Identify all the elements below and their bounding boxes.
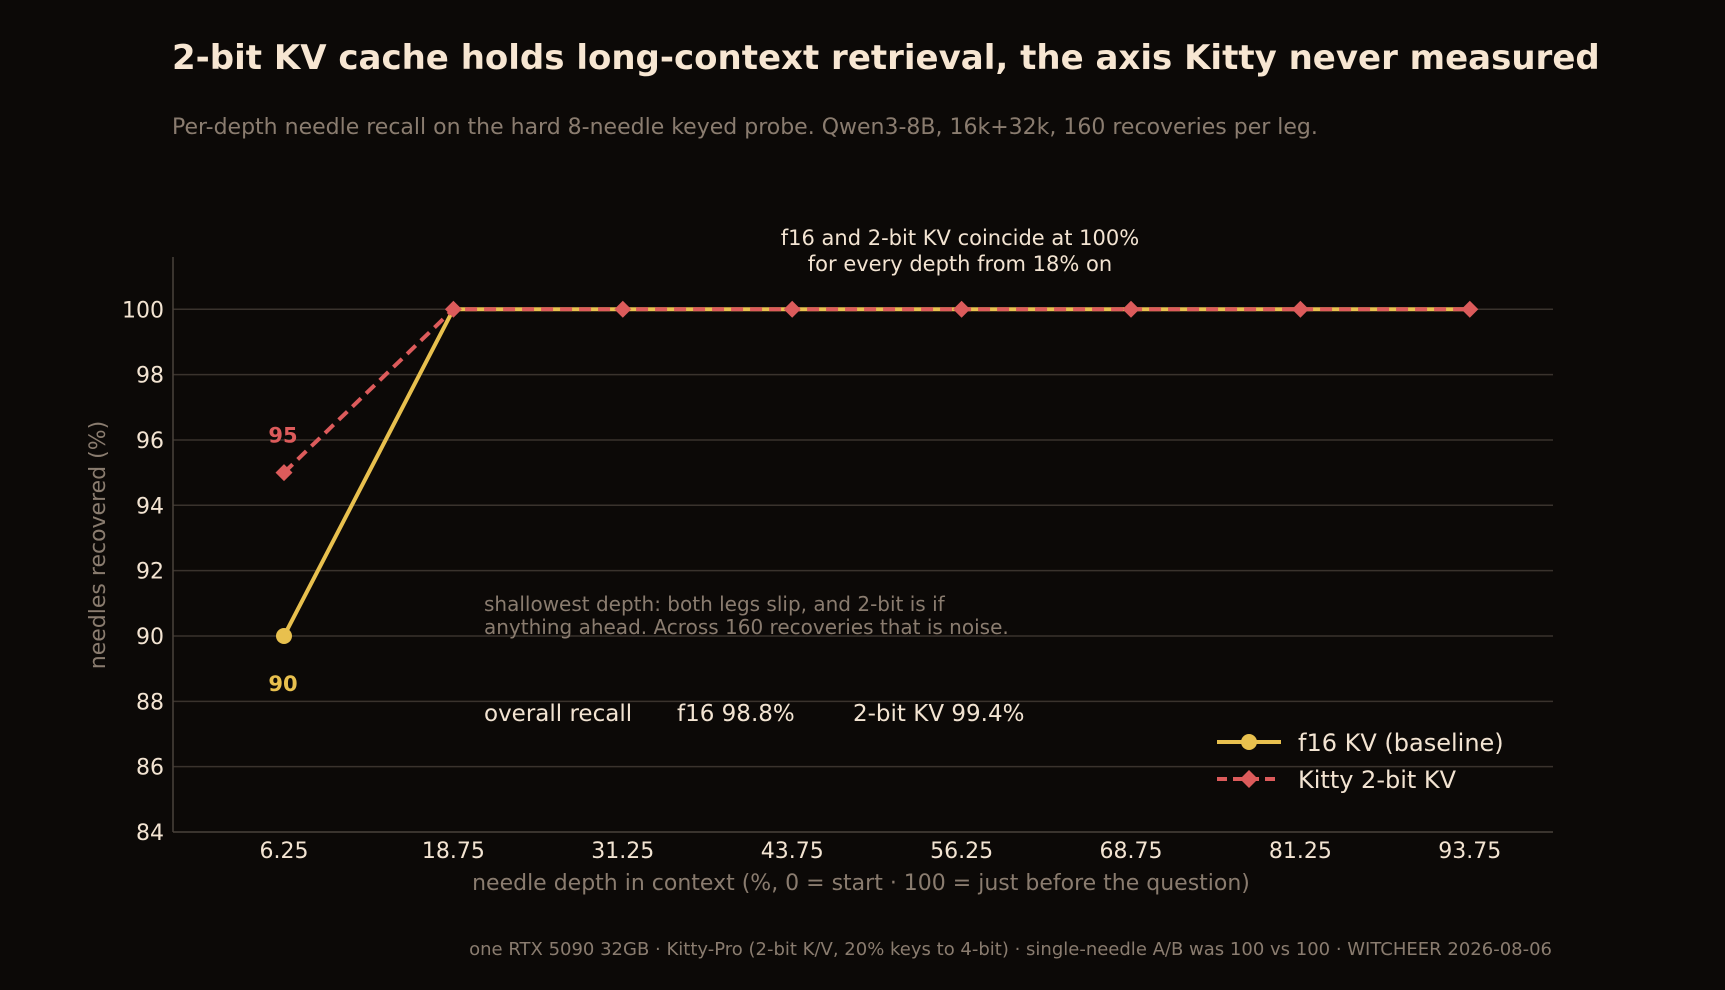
y-tick-label: 100 bbox=[122, 298, 164, 323]
y-tick-label: 88 bbox=[136, 690, 164, 715]
x-tick-label: 81.25 bbox=[1269, 839, 1332, 864]
x-tick-label: 56.25 bbox=[930, 839, 993, 864]
overall-recall-2bit: 2-bit KV 99.4% bbox=[853, 701, 1024, 727]
y-tick-label: 92 bbox=[136, 560, 164, 585]
annotation-shallow-line1: shallowest depth: both legs slip, and 2-… bbox=[484, 592, 946, 616]
legend: f16 KV (baseline) Kitty 2-bit KV bbox=[1217, 729, 1504, 794]
x-tick-label: 31.25 bbox=[591, 839, 654, 864]
data-label-kitty: 95 bbox=[268, 424, 297, 448]
chart-title: 2-bit KV cache holds long-context retrie… bbox=[172, 38, 1600, 78]
overall-recall-label: overall recall bbox=[484, 701, 632, 727]
chart-subtitle: Per-depth needle recall on the hard 8-ne… bbox=[172, 115, 1318, 140]
y-tick-label: 90 bbox=[136, 625, 164, 650]
y-tick-label: 84 bbox=[136, 821, 164, 846]
annotation-coincide-line1: f16 and 2-bit KV coincide at 100% bbox=[781, 226, 1139, 250]
legend-label-kitty: Kitty 2-bit KV bbox=[1298, 766, 1457, 794]
x-axis-label: needle depth in context (%, 0 = start · … bbox=[472, 871, 1250, 896]
annotation-shallow-line2: anything ahead. Across 160 recoveries th… bbox=[484, 615, 1009, 639]
footer-note: one RTX 5090 32GB · Kitty-Pro (2-bit K/V… bbox=[469, 939, 1552, 960]
series-layer bbox=[275, 300, 1479, 644]
x-tick-label: 43.75 bbox=[761, 839, 824, 864]
point-kitty bbox=[1291, 300, 1309, 318]
y-tick-label: 94 bbox=[136, 494, 164, 519]
legend-item-kitty: Kitty 2-bit KV bbox=[1217, 766, 1457, 794]
axes bbox=[172, 257, 1553, 833]
annotation-coincide-line2: for every depth from 18% on bbox=[808, 252, 1112, 276]
point-kitty bbox=[953, 300, 971, 318]
point-f16 bbox=[276, 627, 292, 644]
x-tick-label: 68.75 bbox=[1100, 839, 1163, 864]
data-labels: 90 95 bbox=[268, 424, 297, 696]
point-kitty bbox=[275, 464, 293, 482]
series-line-kitty bbox=[282, 307, 1470, 475]
legend-label-f16: f16 KV (baseline) bbox=[1298, 729, 1504, 757]
point-kitty bbox=[1122, 300, 1140, 318]
y-tick-label: 96 bbox=[136, 429, 164, 454]
point-kitty bbox=[1461, 300, 1479, 318]
legend-item-f16: f16 KV (baseline) bbox=[1217, 729, 1504, 757]
x-tick-labels: 6.25 18.75 31.25 43.75 56.25 68.75 81.25 93.75 bbox=[260, 839, 1502, 864]
x-tick-label: 93.75 bbox=[1438, 839, 1501, 864]
y-tick-label: 98 bbox=[136, 364, 164, 389]
legend-swatch-kitty-marker bbox=[1240, 770, 1258, 788]
overall-recall-f16: f16 98.8% bbox=[677, 701, 795, 727]
legend-swatch-f16-marker bbox=[1241, 734, 1257, 750]
x-tick-label: 6.25 bbox=[260, 839, 309, 864]
point-kitty bbox=[614, 300, 632, 318]
data-label-f16: 90 bbox=[268, 672, 297, 696]
x-tick-label: 18.75 bbox=[422, 839, 485, 864]
y-tick-labels: 84 86 88 90 92 94 96 98 100 bbox=[122, 298, 164, 846]
y-axis-label: needles recovered (%) bbox=[86, 421, 111, 669]
grid-lines bbox=[173, 308, 1553, 768]
y-tick-label: 86 bbox=[136, 756, 164, 781]
point-kitty bbox=[444, 300, 462, 318]
point-kitty bbox=[783, 300, 801, 318]
